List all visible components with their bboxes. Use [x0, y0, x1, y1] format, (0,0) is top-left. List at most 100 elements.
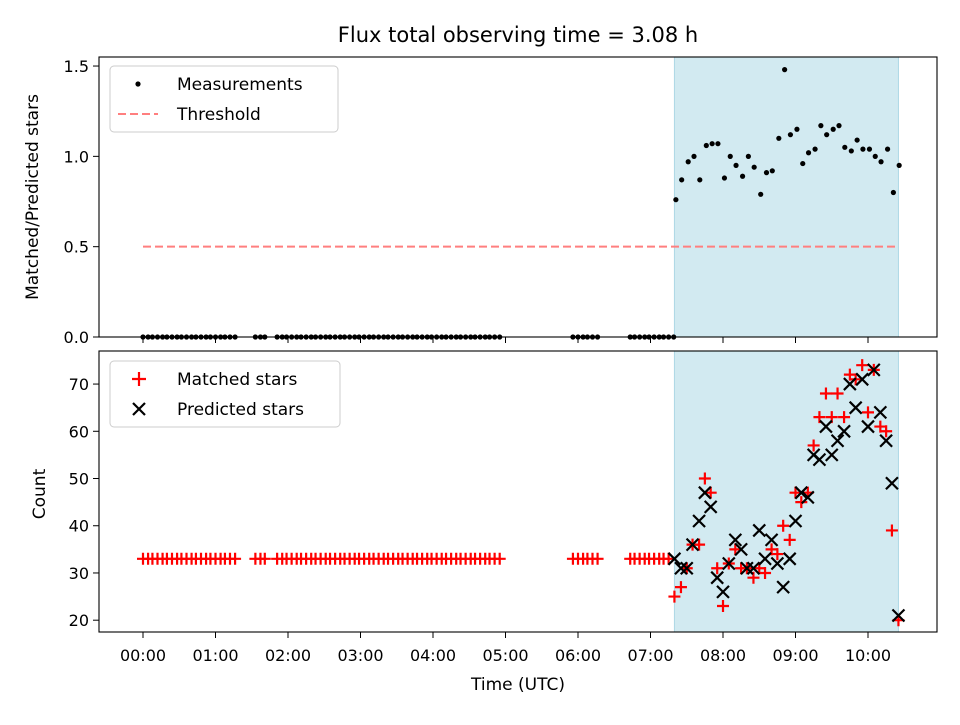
y-tick-label: 70 [69, 375, 89, 394]
predicted-star-point [830, 433, 845, 448]
measurement-point [685, 159, 691, 165]
x-tick-label: 05:00 [482, 646, 528, 665]
predicted-star-point [770, 556, 785, 571]
measurement-point [751, 164, 757, 170]
matched-star-point [862, 406, 874, 419]
measurement-point [715, 141, 721, 147]
matched-star-point [662, 552, 675, 565]
predicted-star-point [722, 556, 736, 571]
top-ylabel: Matched/Predicted stars [23, 94, 43, 300]
matched-star-point [838, 411, 851, 424]
measurement-point [794, 126, 800, 132]
y-tick-label: 50 [69, 470, 89, 489]
legend-measurements-marker [135, 81, 141, 87]
bottom-axes-frame [98, 350, 938, 633]
predicted-star-point [698, 485, 712, 500]
matched-star-point [789, 486, 802, 499]
predicted-star-point [891, 608, 906, 623]
matched-star-point [783, 533, 796, 546]
predicted-star-point [716, 585, 730, 599]
x-axis-label: Time (UTC) [470, 675, 565, 695]
predicted-star-point [855, 372, 869, 387]
y-tick-label: 1.5 [64, 57, 89, 76]
measurement-point [763, 170, 770, 176]
predicted-star-point [764, 533, 779, 547]
matched-star-point [717, 600, 729, 613]
x-tick-label: 08:00 [700, 646, 746, 665]
legend-measurements-label: Measurements [177, 75, 303, 95]
measurement-point [836, 123, 842, 129]
x-tick-label: 04:00 [410, 646, 456, 665]
observing-span [673, 56, 899, 338]
predicted-star-point [794, 485, 809, 500]
measurement-point [673, 197, 679, 203]
predicted-star-point [885, 476, 899, 491]
predicted-star-point [703, 500, 718, 514]
measurement-point [782, 67, 788, 73]
y-tick-label: 20 [69, 611, 89, 630]
matched-star-point [831, 387, 844, 400]
measurement-point [824, 132, 830, 138]
predicted-star-point [674, 561, 688, 576]
y-tick-label: 30 [69, 564, 89, 583]
x-tick-label: 02:00 [265, 646, 311, 665]
predicted-star-point [812, 452, 827, 467]
x-tick-label: 09:00 [772, 646, 818, 665]
predicted-star-point [685, 537, 700, 552]
measurement-point [721, 175, 728, 181]
predicted-star-point [837, 424, 851, 439]
matched-star-point [777, 519, 790, 532]
predicted-star-point [819, 419, 833, 434]
matched-star-point [771, 548, 784, 561]
predicted-star-point [776, 580, 790, 594]
matched-star-point [591, 552, 604, 565]
legend-predicted-marker [132, 402, 146, 416]
measurement-point [709, 141, 715, 147]
measurement-point [884, 146, 891, 152]
matched-star-point [856, 359, 869, 372]
measurement-point [769, 168, 775, 174]
measurement-point [890, 189, 896, 196]
predicted-star-point [710, 570, 724, 585]
matched-star-point [229, 552, 242, 565]
predicted-star-point [879, 433, 893, 448]
matched-star-point [693, 538, 706, 551]
measurement-point [805, 150, 812, 156]
measurement-point [860, 146, 866, 152]
y-tick-label: 0.5 [64, 238, 89, 257]
bottom-legend: Matched stars Predicted stars [109, 360, 341, 428]
y-tick-label: 0.0 [64, 328, 89, 347]
measurement-point [848, 148, 854, 154]
measurement-point [812, 146, 818, 152]
top-legend: Measurements Threshold [109, 65, 339, 133]
predicted-star-point [843, 377, 857, 391]
predicted-star-point [758, 552, 772, 566]
predicted-star-point [728, 533, 743, 547]
x-tick-label: 10:00 [845, 646, 891, 665]
measurement-point [830, 126, 836, 132]
chart-title: Flux total observing time = 3.08 h [338, 23, 698, 47]
measurement-point [733, 162, 739, 168]
bottom-ylabel: Count [30, 468, 50, 519]
measurement-point [703, 142, 709, 149]
bottom-legend-box [109, 360, 341, 428]
measurement-point [758, 191, 764, 197]
predicted-star-point [848, 400, 863, 415]
x-tick-label: 00:00 [120, 646, 166, 665]
matched-star-point [674, 581, 687, 594]
predicted-star-point [692, 514, 706, 528]
predicted-star-point [746, 561, 761, 576]
measurement-point [872, 153, 878, 159]
matched-star-point [711, 562, 724, 575]
y-tick-label: 1.0 [64, 147, 89, 166]
matched-star-point [819, 387, 832, 400]
matched-star-point [493, 552, 506, 565]
x-tick-label: 03:00 [337, 646, 383, 665]
predicted-star-point [734, 542, 748, 557]
measurement-point [800, 160, 806, 167]
measurement-point [697, 177, 703, 183]
y-tick-label: 40 [69, 517, 89, 536]
x-tick-label: 07:00 [627, 646, 673, 665]
matched-star-point [704, 486, 717, 499]
